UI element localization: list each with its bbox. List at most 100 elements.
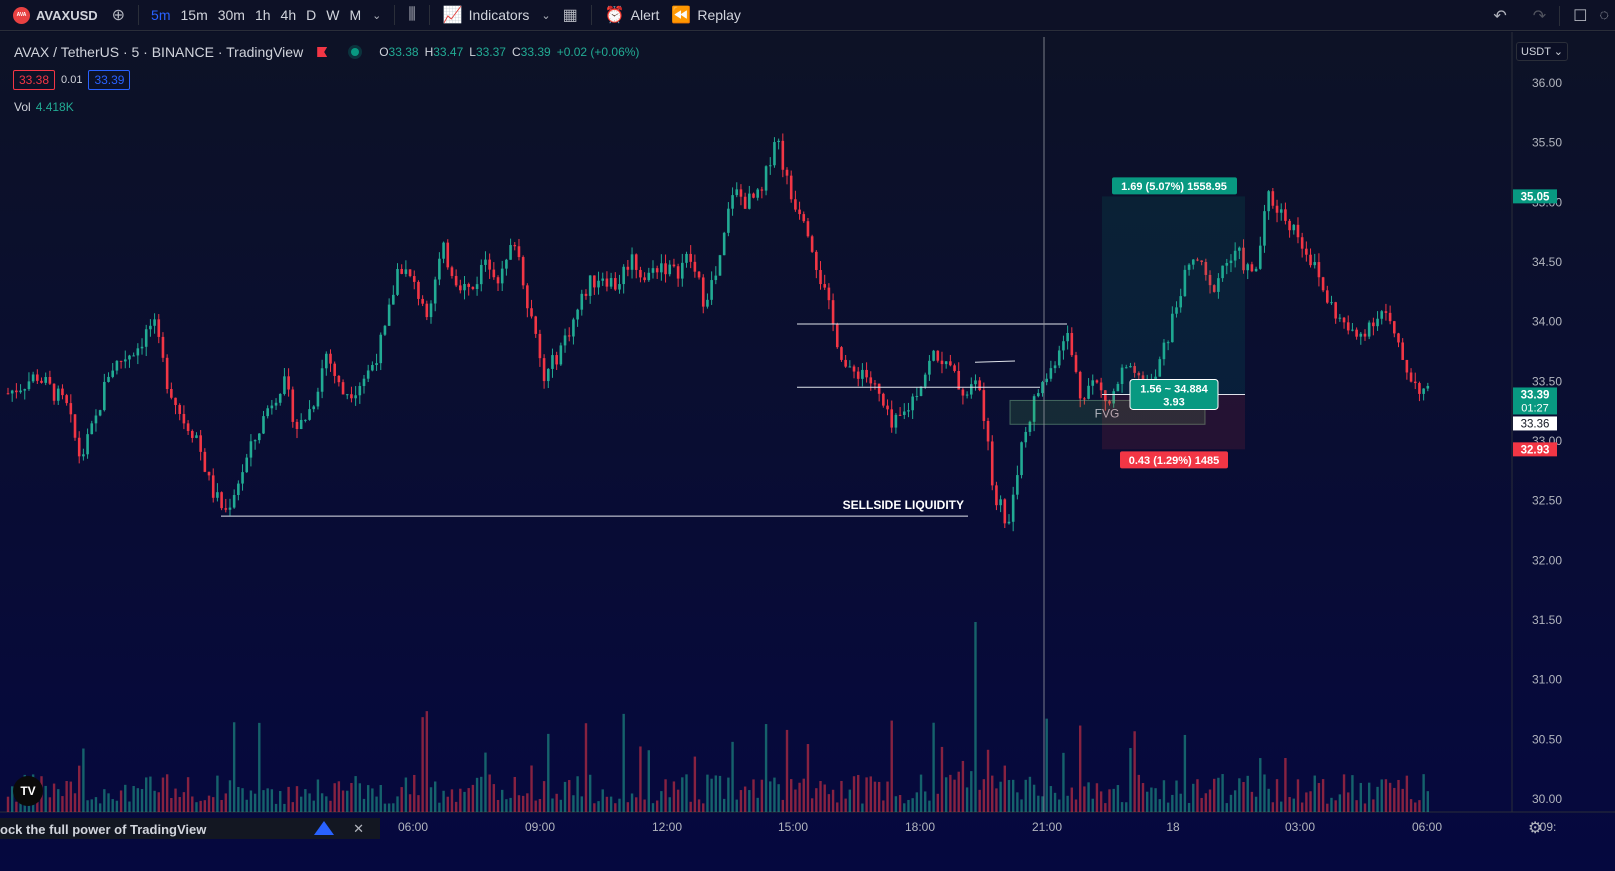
candle-body [354,395,357,399]
candle-body [852,366,856,372]
volume-bar [1309,791,1312,812]
undo-button[interactable]: ↶ [1487,0,1512,31]
sell-button[interactable]: 33.38 [13,70,56,90]
volume-bar [1426,791,1430,812]
candle-body [1028,421,1032,432]
candle-body [827,287,831,301]
symbol-name[interactable]: AVAXUSD [36,7,98,23]
interval-d[interactable]: D [306,7,317,23]
volume-bar [1342,774,1346,812]
volume-bar [1229,794,1233,812]
chart-pane[interactable]: 36.0035.5035.0034.5034.0033.5033.0032.50… [0,32,1615,871]
snapshot-button[interactable]: ◌ [1593,0,1615,31]
candle-body [622,266,625,285]
candle-body [534,316,538,334]
price-chart[interactable]: 36.0035.5035.0034.5034.0033.5033.0032.50… [0,32,1615,871]
volume-bar [1409,799,1413,812]
volume-bar [601,789,604,812]
tradingview-logo[interactable]: TV [13,776,43,806]
candle-body [1233,250,1237,261]
volume-bar [517,795,521,812]
candle-body [316,391,320,407]
volume-bar [530,765,533,812]
interval-1h[interactable]: 1h [254,7,271,23]
volume-bar [1246,775,1249,812]
gear-icon[interactable]: ⚙ [1528,820,1543,837]
interval-30m[interactable]: 30m [217,7,245,23]
currency-selector[interactable]: USDT ⌄ [1516,42,1569,61]
time-tick: 06:00 [1412,820,1442,834]
interval-4h[interactable]: 4h [280,7,297,23]
volume-bar [1238,778,1241,812]
volume-bar [274,803,278,812]
volume-bar [434,781,437,812]
entry-label-line1: 1.56 ~ 34.884 [1140,383,1208,395]
compare-button[interactable]: ⊕ [106,0,131,30]
indicators-button[interactable]: 📈 Indicators ⌄ [437,0,557,30]
candle-body [1095,380,1099,383]
candle-body [358,386,362,396]
volume-bar [722,798,726,812]
candle-body [1200,260,1203,263]
volume-bar [325,796,328,812]
redo-button[interactable]: ↷ [1527,0,1552,31]
price-tick: 31.50 [1532,613,1562,627]
volume-bar [1326,803,1329,812]
candle-body [1242,247,1245,271]
volume-bar [174,788,177,812]
volume-bar [1175,780,1178,812]
candle-body [299,419,303,430]
candle-body [1162,342,1166,360]
candle-body [128,355,131,360]
candle-body [965,394,969,396]
alert-button[interactable]: ⏰ Alert [599,0,666,30]
fullscreen-button[interactable]: ☐ [1567,0,1593,31]
interval-m[interactable]: M [349,7,362,23]
candle-body [1284,209,1287,221]
open-label: O [379,45,389,59]
volume-bar [128,801,131,812]
volume-bar [1154,788,1157,812]
buy-button[interactable]: 33.39 [88,70,131,90]
candle-body [789,175,793,200]
replay-button[interactable]: ⏪ Replay [665,0,747,30]
volume-bar [965,787,969,812]
crosshair-price-label: 33.36 [1521,418,1550,430]
interval-5m[interactable]: 5m [151,7,171,23]
candle-body [1171,313,1174,343]
small-level-line[interactable] [974,360,1016,363]
candle-body [1246,264,1250,271]
volume-bar [124,784,127,812]
candle-body [953,365,956,371]
volume-bar [103,789,106,812]
volume-bar [1049,786,1053,812]
time-tick: 18:00 [905,820,935,834]
candle-body [1300,237,1304,249]
flag-icon[interactable] [317,47,328,57]
close-icon[interactable]: ✕ [353,821,364,836]
candle-body [521,257,525,286]
symbol-search[interactable]: AVA AVAXUSD [0,0,98,30]
interval-dropdown[interactable]: ⌄ [366,0,387,30]
volume-bar [1422,774,1425,812]
candle-body [1254,268,1258,272]
close-value: 33.39 [520,45,551,59]
interval-w[interactable]: W [326,7,340,23]
volume-bar [212,797,215,812]
candle-body [517,246,521,258]
volume-bar [1292,798,1295,812]
upgrade-banner[interactable]: ock the full power of TradingView ✕ [0,818,380,839]
candle-body [1196,259,1199,261]
candle-body [119,360,123,362]
interval-15m[interactable]: 15m [180,7,208,23]
candle-body [107,376,110,382]
candle-body [1313,262,1317,266]
volume-bar [61,796,64,812]
layouts-button[interactable]: ▦ [557,0,584,30]
candles [6,133,1430,532]
candle-body [56,388,60,401]
volume-bar [178,797,181,812]
profit-zone[interactable] [1102,196,1245,395]
chart-type-button[interactable]: ⫼ [402,0,421,30]
